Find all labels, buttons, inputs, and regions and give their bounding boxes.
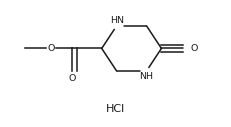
Text: O: O bbox=[190, 44, 198, 53]
Text: HCl: HCl bbox=[106, 104, 125, 114]
Text: O: O bbox=[68, 74, 76, 83]
Text: HN: HN bbox=[110, 16, 124, 25]
Text: NH: NH bbox=[140, 72, 153, 81]
Text: O: O bbox=[48, 44, 55, 53]
